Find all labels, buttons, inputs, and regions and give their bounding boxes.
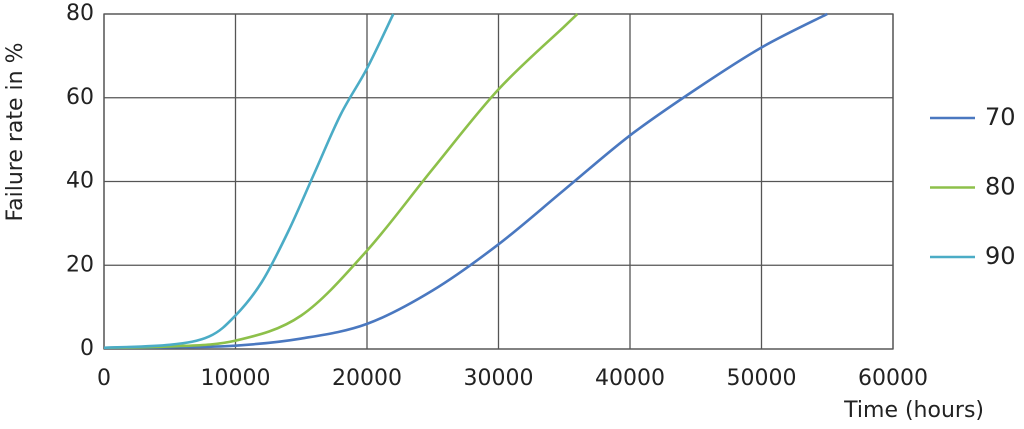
x-axis-label: Time (hours) bbox=[843, 398, 984, 423]
series-line bbox=[103, 13, 395, 350]
y-axis-label: Failure rate in % bbox=[3, 42, 28, 221]
x-tick-label: 60000 bbox=[858, 366, 928, 391]
y-tick-label: 40 bbox=[66, 169, 94, 194]
x-tick-label: 10000 bbox=[201, 366, 271, 391]
y-tick-label: 80 bbox=[66, 1, 94, 26]
x-tick-label: 30000 bbox=[464, 366, 534, 391]
y-tick-label: 60 bbox=[66, 85, 94, 110]
legend-label: 70 bbox=[985, 103, 1016, 131]
legend-label: 90 bbox=[985, 242, 1016, 270]
x-tick-label: 50000 bbox=[727, 366, 797, 391]
legend-label: 80 bbox=[985, 173, 1016, 201]
series-line bbox=[103, 13, 579, 350]
x-tick-label: 40000 bbox=[595, 366, 665, 391]
x-tick-label: 20000 bbox=[332, 366, 402, 391]
series-line bbox=[103, 12, 828, 350]
y-tick-label: 20 bbox=[66, 252, 94, 277]
x-tick-label: 0 bbox=[97, 366, 111, 391]
y-tick-label: 0 bbox=[80, 336, 94, 361]
